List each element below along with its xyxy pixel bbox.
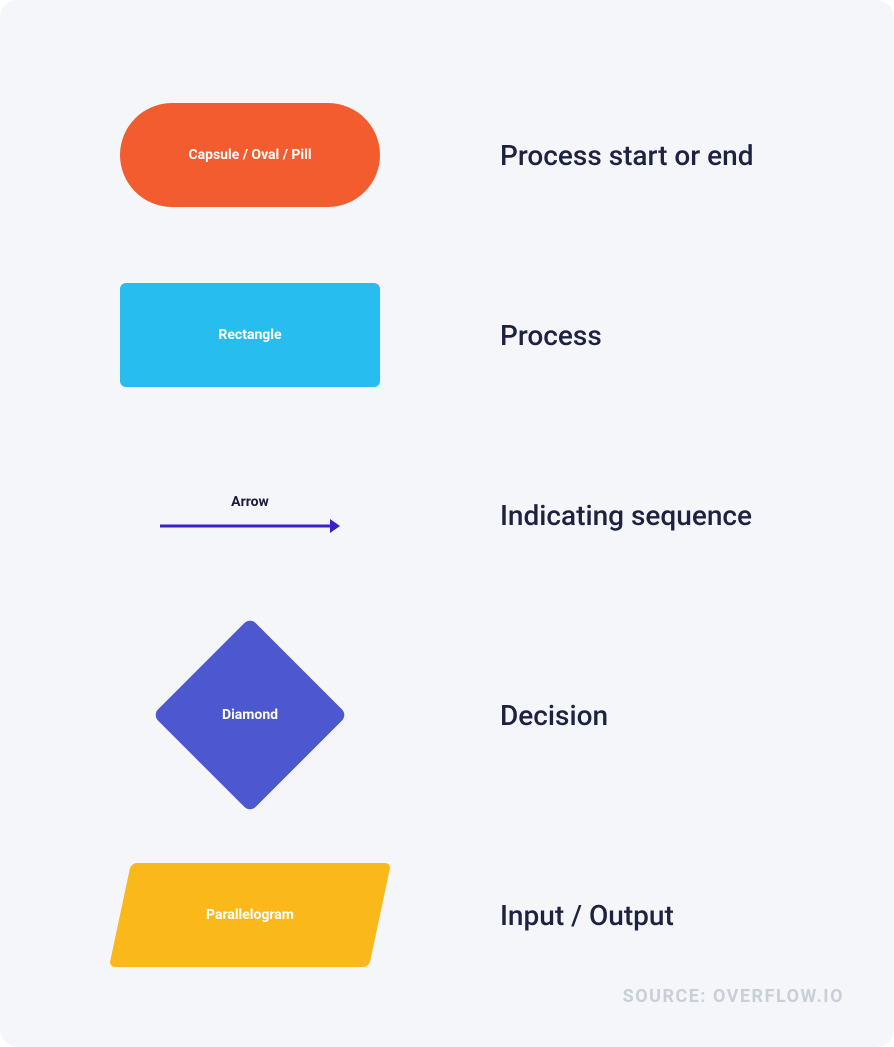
shape-cell: Diamond [40,646,460,784]
capsule-shape: Capsule / Oval / Pill [120,103,380,207]
source-attribution: SOURCE: OVERFLOW.IO [623,986,844,1007]
shape-cell: Arrow [40,494,460,536]
legend-row-parallelogram: Parallelogram Input / Output [40,830,854,1000]
shape-cell: Rectangle [40,283,460,387]
arrow-shape: Arrow [160,494,340,536]
legend-row-diamond: Diamond Decision [40,610,854,820]
rectangle-shape: Rectangle [120,283,380,387]
legend-row-capsule: Capsule / Oval / Pill Process start or e… [40,70,854,240]
arrow-description: Indicating sequence [460,499,854,532]
rectangle-label: Rectangle [218,327,281,343]
shape-cell: Parallelogram [40,863,460,967]
parallelogram-description: Input / Output [460,899,854,932]
diamond-label: Diamond [222,707,278,723]
shape-cell: Capsule / Oval / Pill [40,103,460,207]
capsule-description: Process start or end [460,139,854,172]
legend-row-arrow: Arrow Indicating sequence [40,430,854,600]
capsule-label: Capsule / Oval / Pill [188,147,311,163]
parallelogram-label: Parallelogram [206,907,294,923]
legend-row-rectangle: Rectangle Process [40,250,854,420]
parallelogram-shape: Parallelogram [109,863,391,967]
rectangle-description: Process [460,319,854,352]
diamond-description: Decision [460,699,854,732]
arrow-icon [160,516,340,536]
flowchart-legend-card: Capsule / Oval / Pill Process start or e… [0,0,894,1047]
arrow-label: Arrow [231,494,269,510]
diamond-shape: Diamond [152,617,347,812]
